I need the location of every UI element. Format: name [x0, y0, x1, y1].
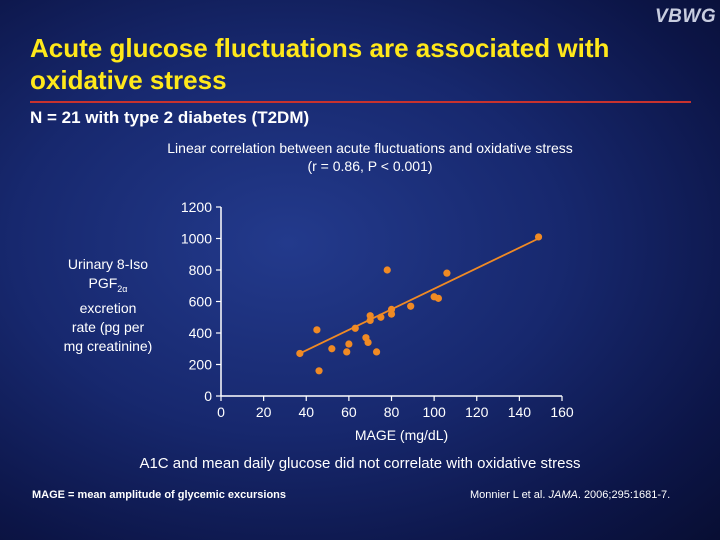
abbreviation-footnote: MAGE = mean amplitude of glycemic excurs…	[32, 489, 286, 501]
y-tick-label: 400	[189, 325, 213, 341]
y-tick-label: 1200	[181, 199, 212, 215]
x-tick-label: 140	[508, 404, 532, 420]
x-tick-label: 160	[550, 404, 574, 420]
x-tick-label: 0	[217, 404, 225, 420]
data-point	[343, 348, 351, 356]
data-point	[366, 316, 374, 324]
citation: Monnier L et al. JAMA. 2006;295:1681-7.	[470, 489, 670, 501]
vbwg-logo: VBWG	[655, 6, 717, 27]
data-point	[434, 294, 442, 302]
data-point	[534, 233, 543, 241]
data-point	[443, 269, 451, 277]
data-point	[351, 324, 359, 332]
data-point	[328, 345, 336, 353]
data-point	[296, 349, 304, 358]
x-tick-label: 80	[384, 404, 400, 420]
y-axis-label-line-2: PGF2α	[48, 274, 168, 299]
slide-subtitle: N = 21 with type 2 diabetes (T2DM)	[30, 108, 310, 127]
y-axis-label: Urinary 8-Iso PGF2α excretion rate (pg p…	[48, 255, 168, 356]
y-tick-label: 200	[189, 357, 213, 373]
x-tick-label: 100	[422, 404, 446, 420]
chart-title-line-1: Linear correlation between acute fluctua…	[167, 140, 573, 156]
data-point	[383, 266, 391, 274]
data-point	[345, 340, 353, 348]
data-point	[364, 338, 372, 347]
y-tick-label: 1000	[181, 231, 212, 247]
data-point	[377, 313, 385, 321]
slide-title: Acute glucose fluctuations are associate…	[30, 33, 610, 95]
y-axis-label-line-3: excretion	[79, 299, 137, 316]
data-point	[387, 310, 396, 318]
x-tick-label: 60	[341, 404, 357, 420]
y-axis-label-pgf: PGF	[88, 275, 118, 291]
citation-journal: JAMA	[548, 489, 578, 501]
chart-footer-note: A1C and mean daily glucose did not corre…	[139, 455, 581, 472]
x-tick-label: 40	[298, 404, 314, 420]
y-axis-label-subscript: 2α	[117, 283, 128, 294]
y-tick-label: 0	[204, 388, 212, 404]
y-tick-label: 800	[189, 262, 213, 278]
y-axis-label-line-1: Urinary 8-Iso	[67, 256, 149, 272]
citation-authors: Monnier L et al.	[470, 489, 546, 501]
data-point	[372, 348, 381, 356]
chart-title-line-2: (r = 0.86, P < 0.001)	[307, 158, 433, 174]
y-axis-label-line-5: mg creatinine)	[63, 337, 153, 354]
data-point	[315, 367, 323, 375]
title-divider	[30, 101, 691, 103]
y-tick-label: 600	[189, 294, 213, 310]
y-axis-label-line-4: rate (pg per	[71, 318, 145, 335]
data-point	[313, 326, 321, 334]
x-tick-label: 20	[256, 404, 272, 420]
x-axis-label: MAGE (mg/dL)	[355, 427, 448, 443]
regression-line	[299, 237, 539, 355]
chart-title: Linear correlation between acute fluctua…	[80, 139, 660, 175]
citation-details: . 2006;295:1681-7.	[577, 489, 671, 501]
x-tick-label: 120	[465, 404, 489, 420]
data-point	[407, 302, 415, 310]
